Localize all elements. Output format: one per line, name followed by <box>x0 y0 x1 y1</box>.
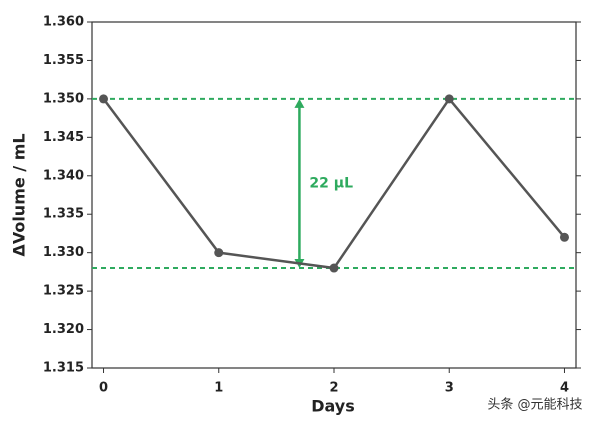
x-tick-label: 1 <box>214 381 223 396</box>
y-tick-label: 1.340 <box>43 168 84 183</box>
y-tick-label: 1.360 <box>43 15 84 30</box>
x-tick-label: 2 <box>329 381 338 396</box>
x-tick-label: 3 <box>445 381 454 396</box>
y-axis-label: ΔVolume / mL <box>10 133 29 256</box>
x-tick-label: 4 <box>560 381 569 396</box>
watermark: 头条 @元能科技 <box>487 397 582 413</box>
y-tick-label: 1.325 <box>43 284 84 299</box>
data-point <box>329 263 339 273</box>
data-point <box>444 94 454 104</box>
plot-frame <box>91 21 577 369</box>
x-tick-label: 0 <box>99 381 108 396</box>
y-tick-label: 1.355 <box>43 53 84 68</box>
y-tick-label: 1.345 <box>43 130 84 145</box>
x-axis-label: Days <box>311 397 355 416</box>
y-tick-label: 1.315 <box>43 361 84 376</box>
annotation-label: 22 μL <box>309 175 353 191</box>
y-tick-label: 1.330 <box>43 245 84 260</box>
arrow-head <box>294 98 305 108</box>
data-point <box>559 232 569 242</box>
data-point <box>99 94 109 104</box>
y-tick-label: 1.350 <box>43 91 84 106</box>
y-tick-label: 1.320 <box>43 322 84 337</box>
y-tick-label: 1.335 <box>43 207 84 222</box>
data-point <box>214 248 224 258</box>
